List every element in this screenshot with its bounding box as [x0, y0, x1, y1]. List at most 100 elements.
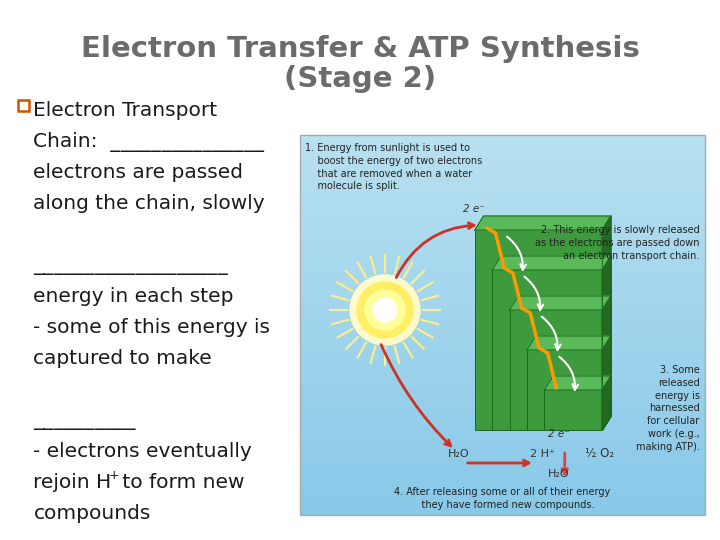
Circle shape: [357, 282, 413, 338]
Bar: [300, 499, 705, 500]
Bar: [300, 253, 705, 254]
Bar: [300, 477, 705, 478]
Bar: [300, 263, 705, 264]
Bar: [300, 167, 705, 168]
Bar: [300, 351, 705, 352]
Bar: [300, 256, 705, 257]
Bar: [300, 185, 705, 186]
Bar: [300, 285, 705, 286]
Bar: [300, 501, 705, 502]
Text: (Stage 2): (Stage 2): [284, 65, 436, 93]
Bar: [300, 160, 705, 161]
Text: +: +: [108, 469, 119, 482]
Bar: [300, 449, 705, 450]
Bar: [300, 323, 705, 324]
Bar: [300, 434, 705, 435]
Bar: [300, 260, 705, 261]
Bar: [300, 141, 705, 142]
Bar: [300, 474, 705, 475]
Bar: [300, 480, 705, 481]
Bar: [300, 199, 705, 200]
Bar: [300, 426, 705, 427]
Bar: [300, 239, 705, 240]
Bar: [300, 273, 705, 274]
Bar: [300, 424, 705, 425]
Bar: [300, 504, 705, 505]
Text: Chain:  _______________: Chain: _______________: [33, 132, 264, 152]
Bar: [300, 280, 705, 281]
Bar: [300, 373, 705, 374]
Bar: [300, 417, 705, 418]
Bar: [300, 407, 705, 408]
Bar: [300, 178, 705, 179]
Bar: [300, 411, 705, 412]
Bar: [300, 404, 705, 405]
Bar: [300, 380, 705, 381]
Bar: [300, 379, 705, 380]
Bar: [300, 194, 705, 195]
Bar: [300, 324, 705, 325]
Bar: [300, 318, 705, 319]
Bar: [300, 416, 705, 417]
Bar: [300, 362, 705, 363]
Bar: [300, 266, 705, 267]
Bar: [300, 261, 705, 262]
Bar: [300, 305, 705, 306]
Bar: [300, 268, 705, 269]
Bar: [300, 182, 705, 183]
Bar: [300, 487, 705, 488]
Bar: [300, 375, 705, 376]
Bar: [300, 394, 705, 395]
Bar: [300, 288, 705, 289]
Bar: [300, 153, 705, 154]
Text: 2 H⁺: 2 H⁺: [530, 449, 554, 459]
Bar: [300, 398, 705, 399]
Bar: [300, 488, 705, 489]
Bar: [300, 422, 705, 423]
Bar: [300, 259, 705, 260]
Bar: [300, 189, 705, 190]
Bar: [300, 297, 705, 298]
Bar: [300, 190, 705, 191]
Bar: [300, 241, 705, 242]
Bar: [300, 246, 705, 247]
Bar: [19, 100, 30, 111]
Bar: [300, 159, 705, 160]
Bar: [300, 304, 705, 305]
Bar: [300, 458, 705, 459]
Bar: [300, 226, 705, 227]
Bar: [300, 341, 705, 342]
Bar: [300, 514, 705, 515]
Bar: [300, 216, 705, 217]
Polygon shape: [603, 376, 611, 430]
Bar: [300, 227, 705, 228]
Bar: [300, 450, 705, 451]
Bar: [300, 242, 705, 243]
Bar: [300, 358, 705, 359]
Circle shape: [373, 298, 397, 322]
Bar: [300, 198, 705, 199]
Bar: [300, 289, 705, 290]
Polygon shape: [527, 336, 611, 350]
Bar: [300, 279, 705, 280]
Bar: [300, 387, 705, 388]
Bar: [300, 389, 705, 390]
Bar: [300, 361, 705, 362]
Bar: [300, 405, 705, 406]
Bar: [300, 229, 705, 230]
Bar: [300, 395, 705, 396]
Bar: [300, 494, 705, 495]
Bar: [300, 429, 705, 430]
Bar: [300, 301, 705, 302]
Bar: [300, 272, 705, 273]
Bar: [300, 316, 705, 317]
Bar: [300, 208, 705, 209]
Bar: [300, 262, 705, 263]
Bar: [300, 366, 705, 367]
Text: to form new: to form new: [117, 473, 245, 492]
Bar: [300, 443, 705, 444]
Bar: [300, 470, 705, 471]
Bar: [300, 244, 705, 245]
Bar: [300, 454, 705, 455]
Bar: [300, 290, 705, 291]
